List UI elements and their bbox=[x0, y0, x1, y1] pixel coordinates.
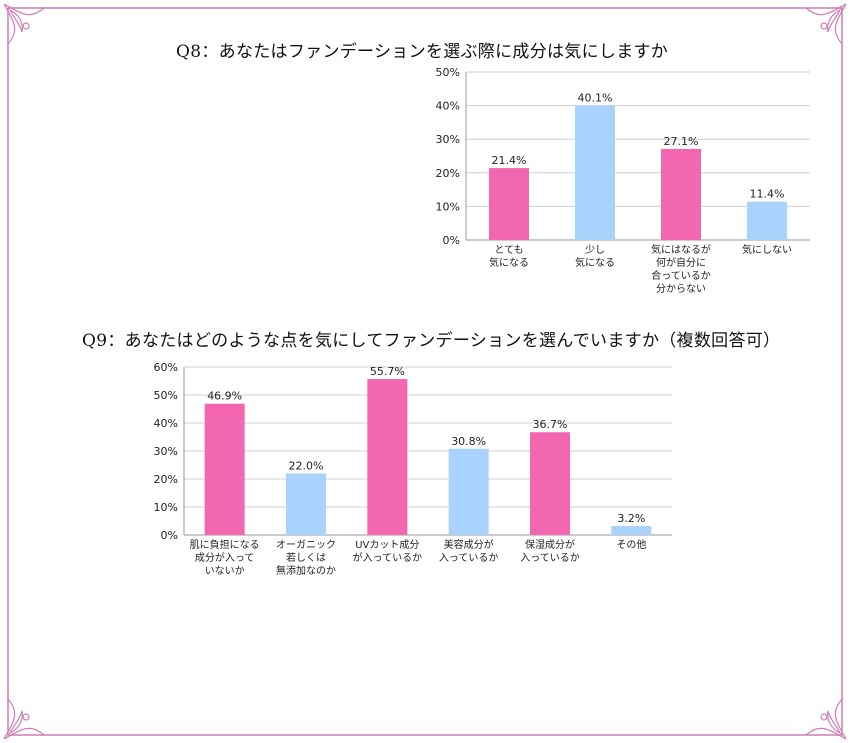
category-label: 入っているか bbox=[520, 552, 580, 564]
category-label: その他 bbox=[616, 538, 646, 551]
q8-bar-chart: 0%10%20%30%40%50%21.4%とても気になる40.1%少し気になる… bbox=[436, 66, 810, 295]
category-label: 気にはなるが bbox=[651, 243, 711, 256]
q8-question-title: Q8：あなたはファンデーションを選ぶ際に成分は気にしますか bbox=[176, 42, 669, 62]
corner-ornament-top-left bbox=[3, 3, 45, 45]
bar bbox=[286, 473, 326, 535]
category-label: 肌に負担になる bbox=[190, 539, 260, 551]
category-label: 無添加なのか bbox=[276, 564, 336, 577]
y-tick-label: 0% bbox=[161, 529, 178, 542]
y-tick-label: 40% bbox=[154, 417, 178, 430]
category-label: 少し bbox=[585, 244, 605, 256]
category-label: 美容成分が bbox=[444, 538, 494, 551]
category-label: 入っているか bbox=[439, 552, 499, 564]
bar bbox=[204, 403, 245, 535]
category-label: 何が自分に bbox=[656, 256, 706, 269]
category-label: 保湿成分が bbox=[525, 538, 575, 551]
value-label: 55.7% bbox=[370, 365, 405, 378]
y-tick-label: 60% bbox=[154, 361, 178, 374]
category-label: UVカット成分 bbox=[355, 539, 419, 551]
value-label: 30.8% bbox=[451, 435, 486, 448]
category-label: 成分が入って bbox=[195, 551, 255, 564]
value-label: 36.7% bbox=[533, 418, 568, 431]
category-label: 気になる bbox=[489, 256, 529, 269]
q9-bar-chart: 0% 10% 20% 30% 40% 50% 60% 46.9% 肌に負担になる成分が入っていな… bbox=[154, 361, 672, 577]
bar bbox=[611, 526, 652, 535]
category-label: いないか bbox=[205, 565, 245, 577]
value-label: 40.1% bbox=[578, 91, 613, 104]
value-label: 27.1% bbox=[664, 135, 699, 148]
y-tick-label: 40% bbox=[436, 100, 460, 113]
value-label: 3.2% bbox=[617, 512, 645, 525]
category-label: 合っているか bbox=[651, 269, 711, 282]
y-tick-label: 30% bbox=[436, 133, 460, 146]
value-label: 46.9% bbox=[207, 390, 242, 403]
y-tick-label: 10% bbox=[154, 501, 178, 514]
bar bbox=[489, 168, 529, 240]
bar bbox=[747, 201, 787, 240]
value-label: 22.0% bbox=[289, 459, 324, 472]
y-tick-label: 50% bbox=[154, 389, 178, 402]
category-label: が入っているか bbox=[353, 551, 423, 564]
corner-ornament-bottom-right bbox=[805, 698, 847, 740]
value-label: 21.4% bbox=[492, 154, 527, 167]
category-label: 気にしない bbox=[742, 243, 792, 256]
q9-question-title: Q9：あなたはどのような点を気にしてファンデーションを選んでいますか（複数回答可… bbox=[82, 331, 781, 351]
category-label: 分からない bbox=[656, 283, 706, 295]
bar bbox=[530, 432, 570, 535]
value-label: 11.4% bbox=[750, 188, 785, 201]
y-tick-label: 10% bbox=[436, 200, 460, 213]
bar bbox=[448, 448, 489, 535]
y-tick-label: 20% bbox=[436, 167, 460, 180]
bar bbox=[661, 148, 701, 240]
category-label: とても bbox=[494, 244, 523, 256]
category-label: 気になる bbox=[575, 256, 615, 269]
corner-ornament-top-right bbox=[805, 3, 847, 45]
y-tick-label: 0% bbox=[443, 234, 460, 247]
y-tick-label: 20% bbox=[154, 473, 178, 486]
frame-border bbox=[7, 7, 843, 736]
bar bbox=[575, 105, 615, 240]
bar bbox=[367, 379, 408, 535]
category-label: 若しくは bbox=[286, 551, 326, 564]
category-label: オーガニック bbox=[276, 539, 336, 551]
y-tick-label: 30% bbox=[154, 445, 178, 458]
corner-ornament-bottom-left bbox=[3, 698, 45, 740]
y-tick-label: 50% bbox=[436, 66, 460, 79]
